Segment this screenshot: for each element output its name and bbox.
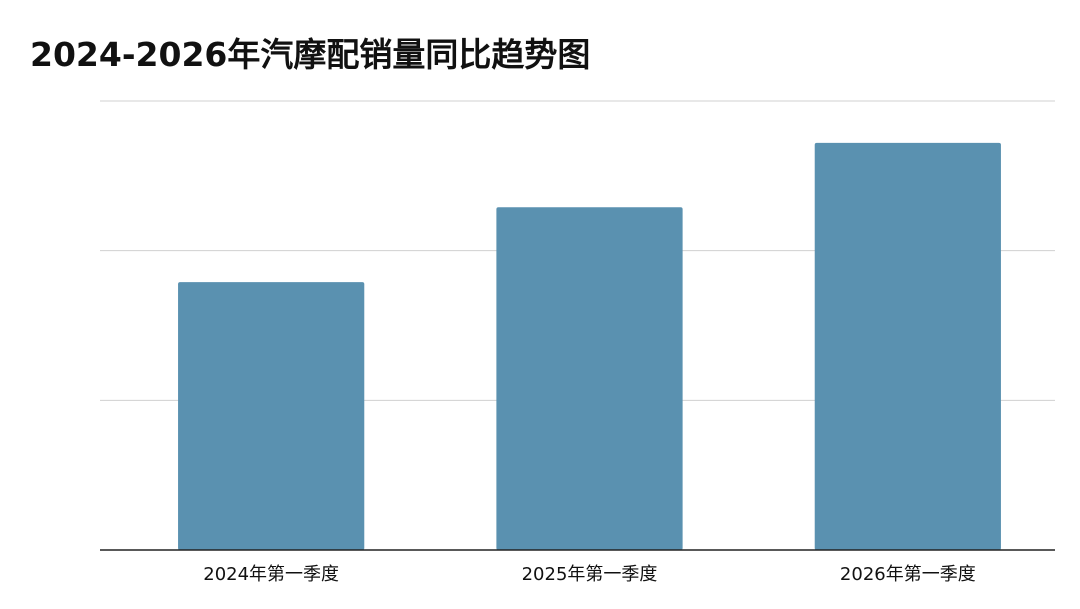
x-tick-label: 2026年第一季度: [840, 564, 976, 585]
chart-title: 2024-2026年汽摩配销量同比趋势图: [30, 35, 591, 74]
bar-1: [178, 282, 365, 550]
bar-2: [496, 207, 683, 550]
x-tick-label: 2024年第一季度: [203, 564, 339, 585]
bar-3: [814, 142, 1001, 550]
bars: [178, 142, 1001, 550]
x-tick-labels: 2024年第一季度 2025年第一季度 2026年第一季度: [203, 564, 975, 585]
x-tick-label: 2025年第一季度: [522, 564, 658, 585]
